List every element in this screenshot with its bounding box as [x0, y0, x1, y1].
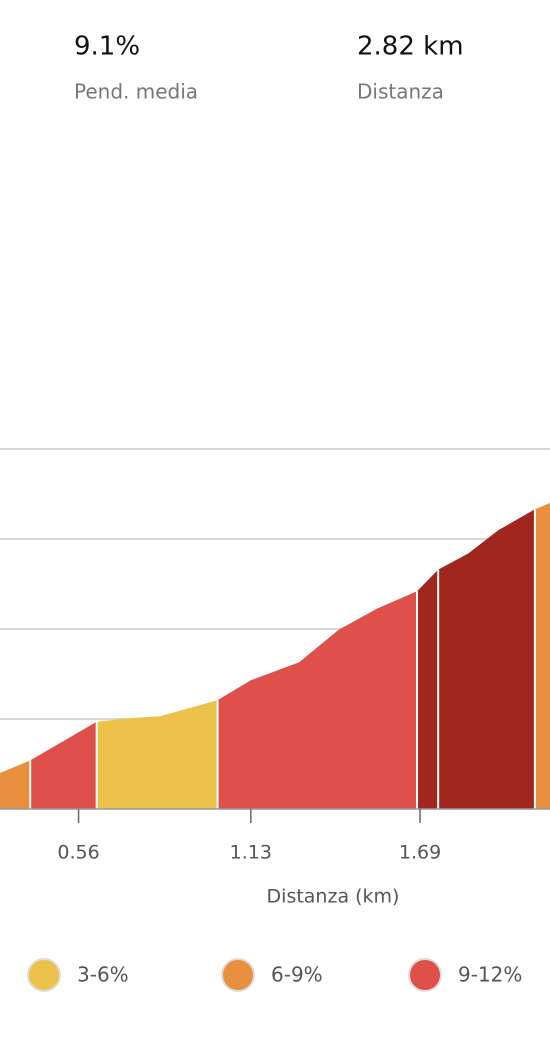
- stat-label: Distanza: [357, 80, 444, 104]
- legend-label: 9-12%: [458, 963, 522, 987]
- profile-segment: [217, 591, 418, 809]
- legend-swatch: [408, 958, 442, 992]
- stat-label: Pend. media: [74, 80, 198, 104]
- profile-segment: [438, 509, 535, 809]
- legend-label: 3-6%: [77, 963, 129, 987]
- profile-segment: [30, 721, 97, 809]
- profile-segment: [417, 569, 439, 809]
- stat-value: 2.82 km: [357, 32, 464, 62]
- x-tick-label: 0.56: [57, 842, 99, 864]
- x-tick-label: 1.69: [399, 842, 441, 864]
- legend-swatch: [221, 958, 255, 992]
- x-tick-label: 1.13: [230, 842, 272, 864]
- profile-segment: [96, 700, 218, 809]
- profile-segment: [0, 760, 31, 809]
- stat-value: 9.1%: [74, 32, 140, 62]
- x-axis-title: Distanza (km): [267, 886, 400, 908]
- profile-segment: [534, 503, 550, 809]
- legend-swatch: [27, 958, 61, 992]
- legend-label: 6-9%: [271, 963, 323, 987]
